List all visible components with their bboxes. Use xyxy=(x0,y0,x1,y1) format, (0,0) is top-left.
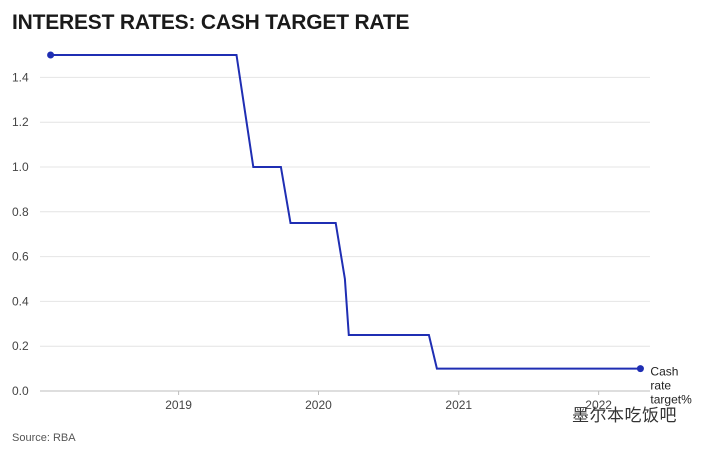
series-label-line: target% xyxy=(650,393,692,407)
watermark: 墨尔本吃饭吧 xyxy=(572,406,677,426)
x-tick-label: 2019 xyxy=(165,398,192,412)
x-tick-label: 2021 xyxy=(445,398,472,412)
chart-title: INTEREST RATES: CASH TARGET RATE xyxy=(12,11,410,34)
gridlines xyxy=(40,76,650,392)
y-tick-label: 0.0 xyxy=(12,384,29,398)
y-tick-label: 1.4 xyxy=(12,70,29,84)
source-note: Source: RBA xyxy=(12,432,76,444)
series-label-line: Cash xyxy=(650,365,678,379)
y-tick-label: 0.8 xyxy=(12,205,29,219)
series-label: Cash rate target% xyxy=(650,365,692,407)
series-label-line: rate xyxy=(650,379,671,393)
x-axis: 2019 2020 2021 2022 xyxy=(165,391,612,412)
x-tick-label: 2020 xyxy=(305,398,332,412)
series-end-marker xyxy=(636,365,644,373)
y-tick-label: 0.4 xyxy=(12,294,29,308)
series-end-marker xyxy=(47,51,55,59)
y-tick-label: 1.0 xyxy=(12,160,29,174)
y-tick-label: 0.2 xyxy=(12,339,29,353)
y-tick-label: 0.6 xyxy=(12,250,29,264)
series-group: Cash rate target% xyxy=(47,51,692,407)
series-line xyxy=(50,54,641,370)
x-tick-label: 2022 xyxy=(585,398,612,412)
y-axis: 0.0 0.2 0.4 0.6 0.8 1.0 1.2 1.4 xyxy=(12,70,29,398)
y-tick-label: 1.2 xyxy=(12,115,29,129)
